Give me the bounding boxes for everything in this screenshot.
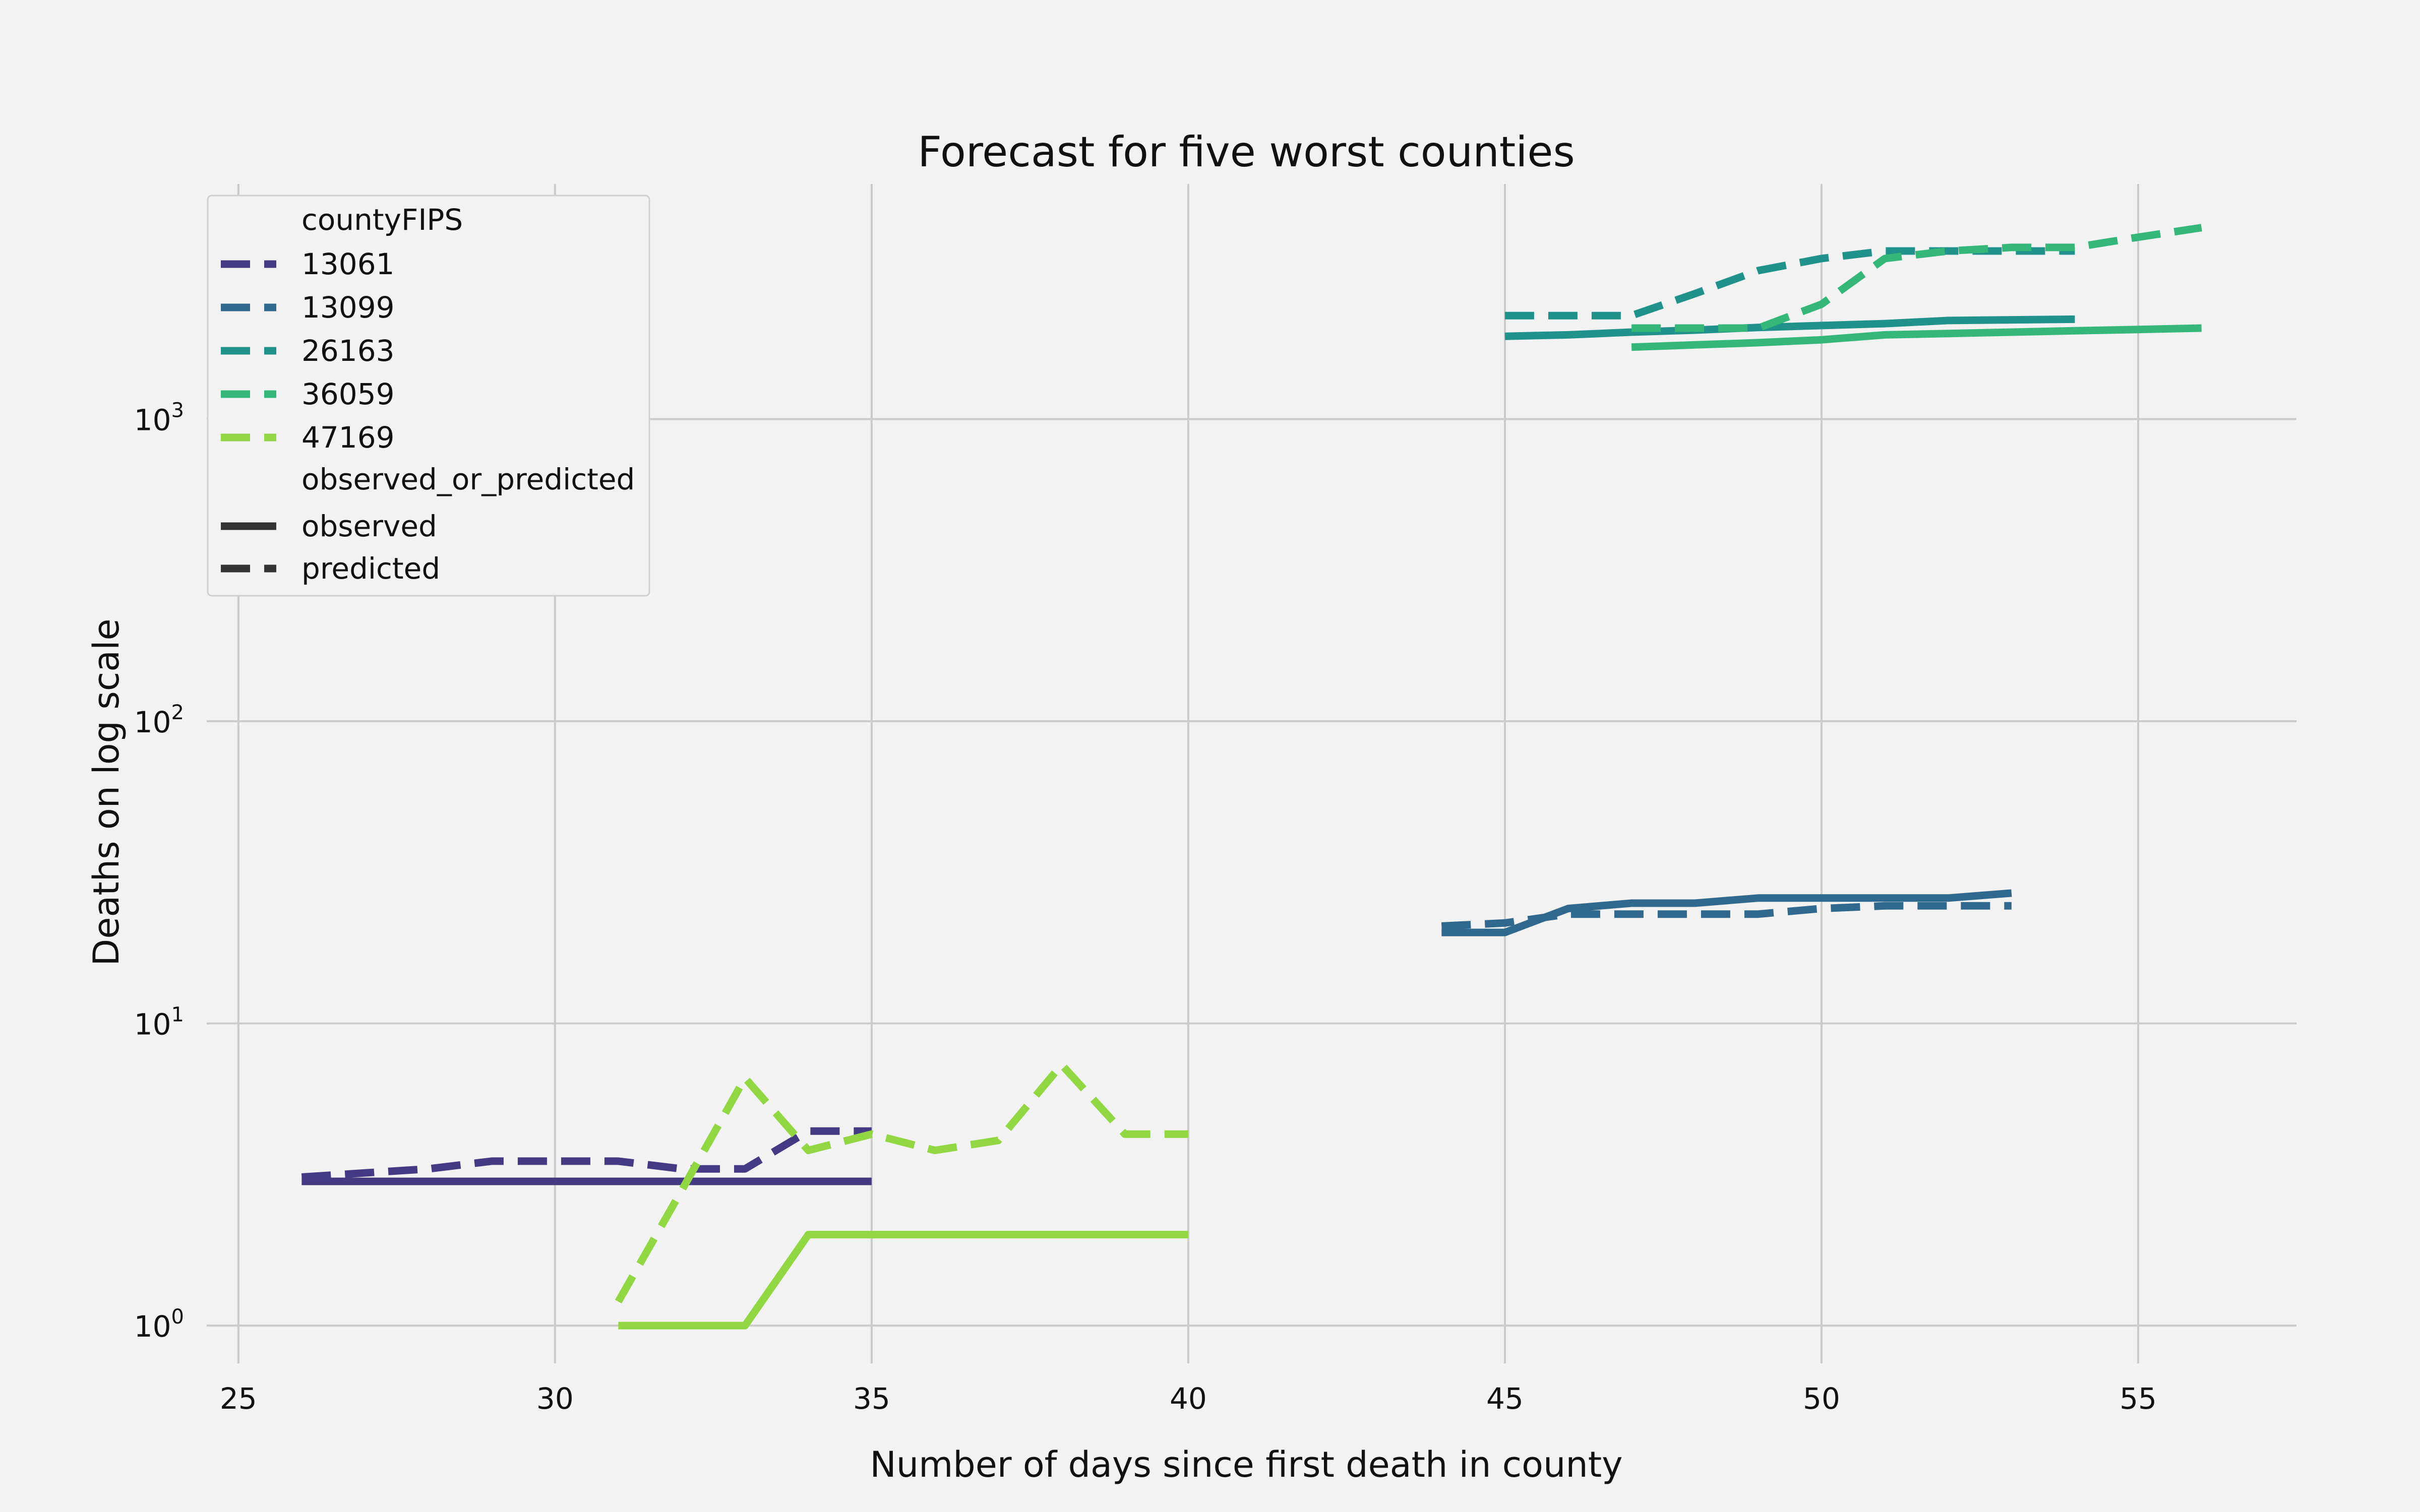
x-axis-label: Number of days since first death in coun…	[870, 1444, 1622, 1485]
y-tick-label: 103	[134, 399, 184, 437]
series-47169-predicted-line	[615, 1061, 1188, 1304]
legend-hue-items: 13061 13099 26163 36059 47169	[221, 247, 395, 455]
x-tick-label: 25	[220, 1381, 257, 1416]
x-tick-label: 45	[1486, 1381, 1524, 1416]
y-tick-base: 10	[134, 1007, 171, 1042]
series-36059-observed-line	[1631, 324, 2202, 351]
y-tick-label: 102	[134, 701, 184, 739]
legend-label-observed: observed	[301, 509, 437, 543]
y-tick-base: 10	[134, 705, 171, 739]
legend-hue-title: countyFIPS	[301, 203, 463, 237]
legend-label-13061: 13061	[301, 247, 395, 281]
chart-title: Forecast for five worst counties	[918, 128, 1575, 176]
legend-label-13099: 13099	[301, 290, 395, 325]
x-axis-ticks: 25 30 35 40 45 50 55	[220, 1381, 2157, 1416]
x-tick-label: 30	[536, 1381, 574, 1416]
legend-style-title: observed_or_predicted	[301, 462, 635, 496]
x-tick-label: 35	[853, 1381, 890, 1416]
y-tick-base: 10	[134, 403, 171, 437]
legend-label-47169: 47169	[301, 420, 395, 455]
y-tick-exponent: 0	[171, 1305, 184, 1329]
legend-style-items: observed predicted	[221, 509, 440, 586]
y-tick-label: 101	[134, 1003, 184, 1042]
series-47169-observed-line	[618, 1231, 1188, 1330]
series-26163-predicted-line	[1504, 247, 2075, 320]
legend-label-36059: 36059	[301, 377, 395, 411]
x-tick-label: 40	[1170, 1381, 1207, 1416]
legend: countyFIPS 13061 13099 26163 36059 47169 obs…	[207, 195, 650, 597]
x-tick-label: 55	[2120, 1381, 2157, 1416]
y-tick-exponent: 1	[171, 1003, 184, 1027]
y-tick-exponent: 2	[171, 701, 184, 724]
x-tick-label: 50	[1803, 1381, 1840, 1416]
series-36059-predicted-line	[1631, 224, 2202, 332]
series-13099-predicted-line	[1441, 902, 2012, 930]
series-13061-predicted-line	[301, 1127, 872, 1181]
series-26163-observed-line	[1504, 315, 2075, 340]
legend-label-26163: 26163	[301, 334, 395, 368]
series-lines	[301, 224, 2202, 1330]
y-tick-label: 100	[134, 1305, 184, 1344]
y-axis-label: Deaths on log scale	[86, 618, 127, 966]
legend-box	[207, 195, 650, 597]
y-tick-base: 10	[134, 1309, 171, 1344]
legend-label-predicted: predicted	[301, 551, 440, 586]
y-tick-exponent: 3	[171, 399, 184, 422]
